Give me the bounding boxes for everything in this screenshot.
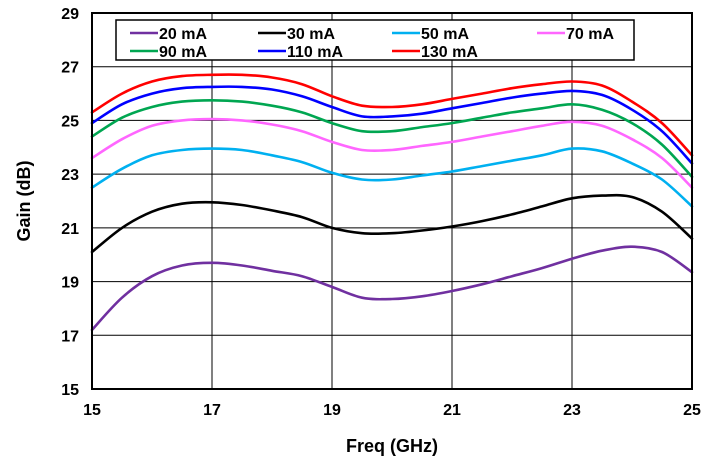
x-tick-label: 21 [443,402,461,419]
x-tick-label: 15 [83,402,101,419]
series-line-90-ma [90,99,694,179]
x-tick-label: 19 [323,402,341,419]
legend-box [115,19,635,61]
y-tick-label: 29 [61,6,79,23]
x-axis-ticks: 15 17 19 21 23 25 [83,402,701,419]
y-tick-label: 25 [61,113,79,130]
y-axis-title: Gain (dB) [14,161,34,242]
plot-frame [91,12,693,390]
y-tick-label: 23 [61,167,79,184]
y-tick-label: 19 [61,275,79,292]
grid-lines [92,13,692,389]
y-tick-label: 15 [61,382,79,399]
series-line-50-ma [90,147,694,208]
legend-label: 50 mA [421,26,469,43]
legend-label: 90 mA [159,44,207,61]
series-line-30-ma [90,193,694,254]
y-tick-label: 21 [61,221,79,238]
y-tick-label: 17 [61,328,79,345]
series-lines [90,73,694,332]
y-tick-label: 27 [61,60,79,77]
x-tick-label: 17 [203,402,221,419]
series-line-130-ma [90,73,694,157]
series-line-70-ma [90,117,694,189]
series-line-110-ma [90,85,694,165]
x-axis-title: Freq (GHz) [346,436,438,456]
legend-label: 30 mA [287,26,335,43]
legend-label: 110 mA [287,44,343,61]
legend-label: 130 mA [421,44,478,61]
x-tick-label: 25 [683,402,701,419]
legend: 20 mA 30 mA 50 mA 70 mA 90 mA 110 mA 130 mA [115,19,635,61]
legend-label: 20 mA [159,26,207,43]
x-tick-label: 23 [563,402,581,419]
series-line-20-ma [90,245,694,332]
legend-label: 70 mA [566,26,614,43]
y-axis-ticks: 15 17 19 21 23 25 27 29 [61,6,79,399]
